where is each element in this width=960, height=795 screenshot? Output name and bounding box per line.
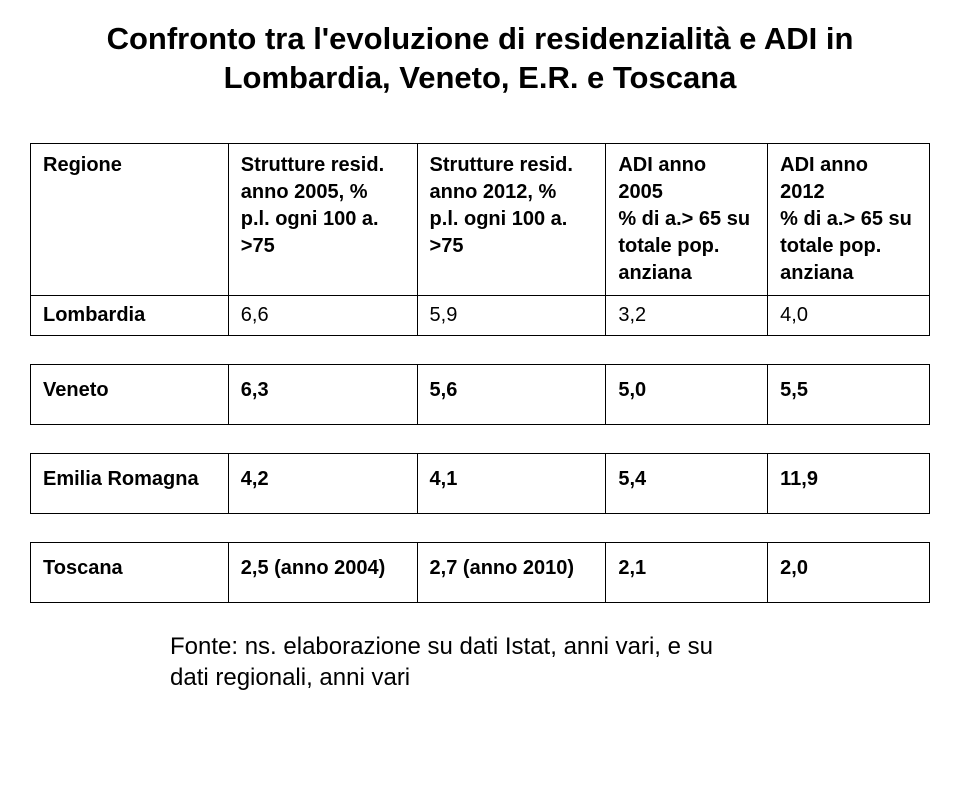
cell-value: 3,2: [606, 295, 768, 335]
cell-value: 11,9: [768, 453, 930, 513]
cell-value: 6,3: [228, 364, 417, 424]
cell-value: 5,5: [768, 364, 930, 424]
table-row: Emilia Romagna 4,2 4,1 5,4 11,9: [31, 453, 930, 513]
footer-line1: Fonte: ns. elaborazione su dati Istat, a…: [170, 633, 713, 660]
cell-value: 4,2: [228, 453, 417, 513]
cell-value: 2,0: [768, 542, 930, 602]
cell-region: Veneto: [31, 364, 229, 424]
table-row: Veneto 6,3 5,6 5,0 5,5: [31, 364, 930, 424]
header-adi-2012: ADI anno 2012 % di a.> 65 su totale pop.…: [768, 143, 930, 295]
cell-value: 2,1: [606, 542, 768, 602]
header-adi-2005: ADI anno 2005 % di a.> 65 su totale pop.…: [606, 143, 768, 295]
footer-source: Fonte: ns. elaborazione su dati Istat, a…: [30, 631, 930, 693]
cell-value: 5,4: [606, 453, 768, 513]
title-line1: Confronto tra l'evoluzione di residenzia…: [107, 21, 854, 56]
title-line2: Lombardia, Veneto, E.R. e Toscana: [224, 60, 737, 95]
toscana-table: Toscana 2,5 (anno 2004) 2,7 (anno 2010) …: [30, 542, 930, 603]
header-regione: Regione: [31, 143, 229, 295]
cell-value: 5,6: [417, 364, 606, 424]
emilia-table: Emilia Romagna 4,2 4,1 5,4 11,9: [30, 453, 930, 514]
cell-value: 4,0: [768, 295, 930, 335]
header-strutture-2005: Strutture resid. anno 2005, % p.l. ogni …: [228, 143, 417, 295]
cell-value: 2,5 (anno 2004): [228, 542, 417, 602]
cell-value: 4,1: [417, 453, 606, 513]
cell-region: Lombardia: [31, 295, 229, 335]
table-header-row: Regione Strutture resid. anno 2005, % p.…: [31, 143, 930, 295]
footer-line2: dati regionali, anni vari: [170, 664, 410, 691]
cell-value: 2,7 (anno 2010): [417, 542, 606, 602]
veneto-table: Veneto 6,3 5,6 5,0 5,5: [30, 364, 930, 425]
header-strutture-2012: Strutture resid. anno 2012, % p.l. ogni …: [417, 143, 606, 295]
page-title: Confronto tra l'evoluzione di residenzia…: [30, 20, 930, 98]
cell-region: Emilia Romagna: [31, 453, 229, 513]
table-row: Toscana 2,5 (anno 2004) 2,7 (anno 2010) …: [31, 542, 930, 602]
cell-region: Toscana: [31, 542, 229, 602]
cell-value: 6,6: [228, 295, 417, 335]
cell-value: 5,9: [417, 295, 606, 335]
main-table: Regione Strutture resid. anno 2005, % p.…: [30, 143, 930, 336]
cell-value: 5,0: [606, 364, 768, 424]
table-row: Lombardia 6,6 5,9 3,2 4,0: [31, 295, 930, 335]
